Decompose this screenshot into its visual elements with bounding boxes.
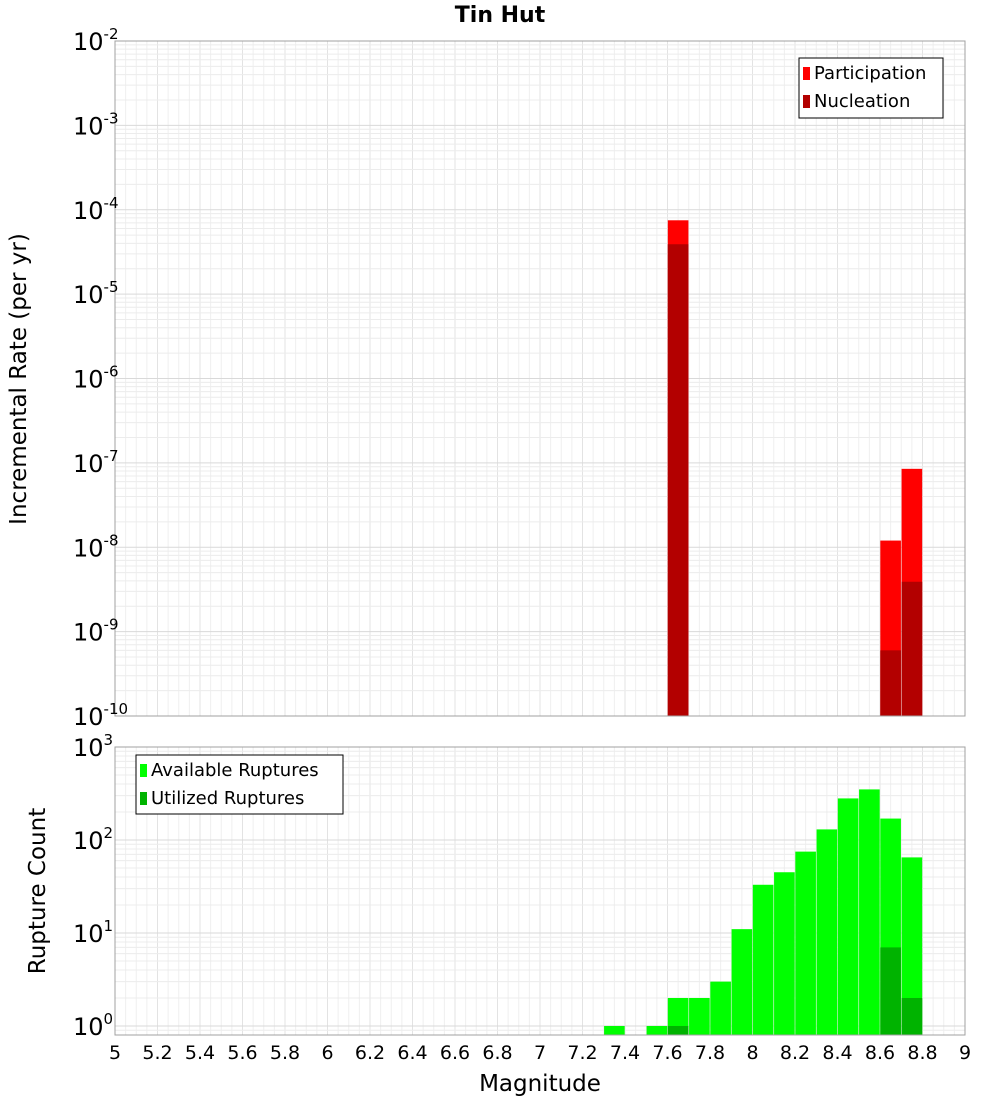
x-tick-label: 7.4 (610, 1042, 640, 1064)
top-panel-y-tick-label: 10-9 (73, 616, 119, 647)
available-ruptures-bar (774, 872, 795, 1035)
chart-title: Tin Hut (455, 3, 546, 28)
x-tick-label: 6.2 (355, 1042, 385, 1064)
bottom-panel-legend: Available Ruptures Utilized Ruptures (135, 754, 344, 815)
available-ruptures-bar (859, 789, 880, 1035)
x-tick-label: 9 (959, 1042, 971, 1064)
available-ruptures-bar (816, 829, 838, 1035)
top-panel-y-tick-label: 10-3 (73, 109, 119, 140)
x-tick-label: 5.8 (270, 1042, 300, 1064)
bottom-panel-y-tick-label: 102 (73, 824, 113, 855)
x-tick-label: 7.6 (652, 1042, 682, 1064)
x-tick-label: 5.6 (227, 1042, 257, 1064)
x-tick-label: 5.2 (142, 1042, 172, 1064)
bottom-panel-y-tick-label: 101 (73, 917, 113, 948)
top-panel-y-tick-label: 10-5 (73, 278, 119, 309)
utilized-ruptures-bar (667, 1025, 689, 1035)
available-ruptures-bar (667, 997, 689, 1035)
x-axis-label: Magnitude (479, 1071, 601, 1097)
plot-layer: 10-10 10-9 10-8 10-7 10-6 10-5 10-4 10-3 10-2 Par… (73, 25, 971, 1064)
top-panel-legend: Participation Nucleation (798, 57, 944, 119)
x-tick-label: 5.4 (185, 1042, 215, 1064)
available-ruptures-bar (731, 929, 753, 1035)
x-tick-label: 6.4 (397, 1042, 427, 1064)
utilized-ruptures-bar (901, 997, 923, 1035)
utilized-ruptures-legend-label: Utilized Ruptures (151, 788, 304, 809)
top-panel-frame (114, 40, 966, 717)
nucleation-bar (667, 244, 689, 717)
x-tick-label: 6.6 (440, 1042, 470, 1064)
utilized-ruptures-legend-swatch (140, 792, 147, 805)
x-tick-label: 5 (109, 1042, 121, 1064)
available-ruptures-bar (795, 851, 816, 1035)
nucleation-bar (901, 581, 923, 716)
participation-legend-label: Participation (814, 63, 926, 84)
bottom-panel-y-axis-label: Rupture Count (25, 808, 51, 974)
available-ruptures-bar (689, 997, 710, 1035)
x-tick-label: 7.8 (695, 1042, 725, 1064)
top-panel-y-tick-label: 10-4 (73, 194, 119, 225)
x-tick-label: 8.8 (907, 1042, 937, 1064)
bottom-panel-frame (114, 746, 966, 1036)
available-ruptures-legend-label: Available Ruptures (151, 760, 319, 781)
top-panel-y-tick-label: 10-2 (73, 25, 119, 56)
legend-box (135, 754, 344, 815)
x-tick-label: 6 (321, 1042, 333, 1064)
x-tick-label: 8.4 (822, 1042, 852, 1064)
top-panel-y-tick-label: 10-6 (73, 363, 119, 394)
x-tick-label: 7 (534, 1042, 546, 1064)
nucleation-bar (880, 650, 901, 716)
utilized-ruptures-bar (880, 947, 901, 1035)
available-ruptures-bar (901, 857, 923, 1035)
top-panel-y-tick-label: 10-10 (73, 700, 128, 731)
legend-box (798, 57, 944, 119)
top-panel-y-tick-label: 10-7 (73, 447, 119, 478)
nucleation-legend-swatch (803, 95, 810, 108)
available-ruptures-bar (837, 798, 859, 1035)
available-ruptures-bar (646, 1025, 668, 1035)
x-tick-label: 6.8 (482, 1042, 512, 1064)
top-panel-y-axis-label: Incremental Rate (per yr) (6, 233, 32, 525)
bottom-panel-y-tick-label: 103 (73, 731, 113, 762)
x-tick-label: 8 (746, 1042, 758, 1064)
available-ruptures-legend-swatch (140, 764, 147, 777)
available-ruptures-bar (752, 884, 774, 1035)
available-ruptures-bar (604, 1025, 625, 1035)
bottom-panel-y-tick-label: 100 (73, 1010, 113, 1041)
x-tick-label: 8.6 (865, 1042, 895, 1064)
x-tick-label: 7.2 (567, 1042, 597, 1064)
top-panel-y-tick-label: 10-8 (73, 531, 119, 562)
participation-legend-swatch (803, 67, 810, 80)
nucleation-legend-label: Nucleation (814, 91, 910, 112)
available-ruptures-bar (710, 981, 731, 1035)
x-tick-label: 8.2 (780, 1042, 810, 1064)
